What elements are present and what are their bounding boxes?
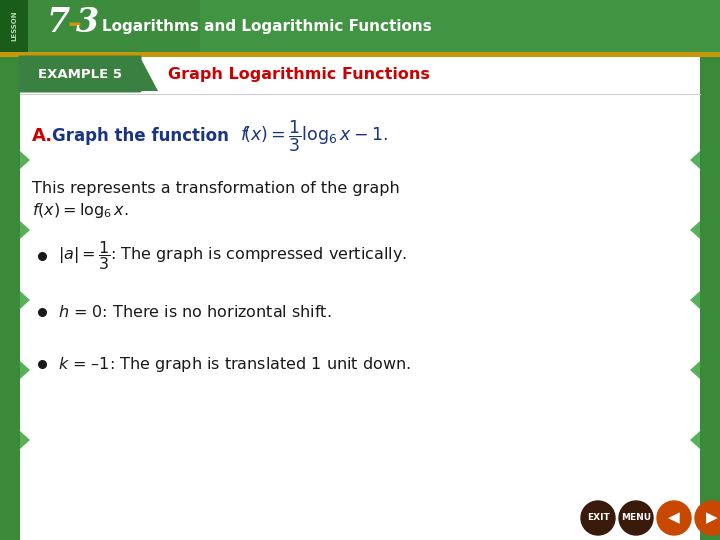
- Text: A.: A.: [32, 127, 53, 145]
- Text: $k$ = –1: The graph is translated 1 unit down.: $k$ = –1: The graph is translated 1 unit…: [58, 354, 411, 374]
- Polygon shape: [690, 291, 700, 309]
- Text: LESSON: LESSON: [11, 11, 17, 42]
- Polygon shape: [690, 151, 700, 169]
- FancyBboxPatch shape: [700, 57, 720, 540]
- Polygon shape: [20, 221, 30, 239]
- Circle shape: [695, 501, 720, 535]
- Text: $h$ = 0: There is no horizontal shift.: $h$ = 0: There is no horizontal shift.: [58, 304, 332, 320]
- Text: This represents a transformation of the graph: This represents a transformation of the …: [32, 180, 400, 195]
- Text: Graph the function: Graph the function: [52, 127, 229, 145]
- Circle shape: [619, 501, 653, 535]
- Polygon shape: [690, 221, 700, 239]
- Circle shape: [657, 501, 691, 535]
- FancyBboxPatch shape: [0, 52, 720, 57]
- FancyBboxPatch shape: [28, 0, 720, 52]
- FancyBboxPatch shape: [20, 57, 700, 540]
- Text: EXIT: EXIT: [587, 514, 609, 523]
- Polygon shape: [140, 57, 158, 91]
- Polygon shape: [20, 151, 30, 169]
- Polygon shape: [690, 361, 700, 379]
- Text: Graph Logarithmic Functions: Graph Logarithmic Functions: [168, 66, 430, 82]
- Polygon shape: [690, 431, 700, 449]
- Text: ◀: ◀: [668, 510, 680, 525]
- Text: MENU: MENU: [621, 514, 651, 523]
- Text: $f(x) = \log_6 x.$: $f(x) = \log_6 x.$: [32, 200, 129, 219]
- Polygon shape: [20, 431, 30, 449]
- FancyBboxPatch shape: [200, 0, 720, 52]
- Text: EXAMPLE 5: EXAMPLE 5: [38, 68, 122, 80]
- FancyBboxPatch shape: [0, 0, 28, 52]
- Text: –: –: [67, 10, 81, 38]
- Circle shape: [581, 501, 615, 535]
- Text: 3: 3: [76, 6, 99, 39]
- Polygon shape: [20, 361, 30, 379]
- Text: $f\!\left(x\right)=\dfrac{1}{3}\log_{6}x-1.$: $f\!\left(x\right)=\dfrac{1}{3}\log_{6}x…: [240, 118, 387, 154]
- Text: 7: 7: [46, 6, 70, 39]
- FancyBboxPatch shape: [19, 56, 142, 92]
- FancyBboxPatch shape: [0, 57, 20, 540]
- Text: Logarithms and Logarithmic Functions: Logarithms and Logarithmic Functions: [102, 18, 432, 33]
- Text: ▶: ▶: [706, 510, 718, 525]
- Text: $|a|=\dfrac{1}{3}$: The graph is compressed vertically.: $|a|=\dfrac{1}{3}$: The graph is compres…: [58, 240, 407, 273]
- Polygon shape: [20, 291, 30, 309]
